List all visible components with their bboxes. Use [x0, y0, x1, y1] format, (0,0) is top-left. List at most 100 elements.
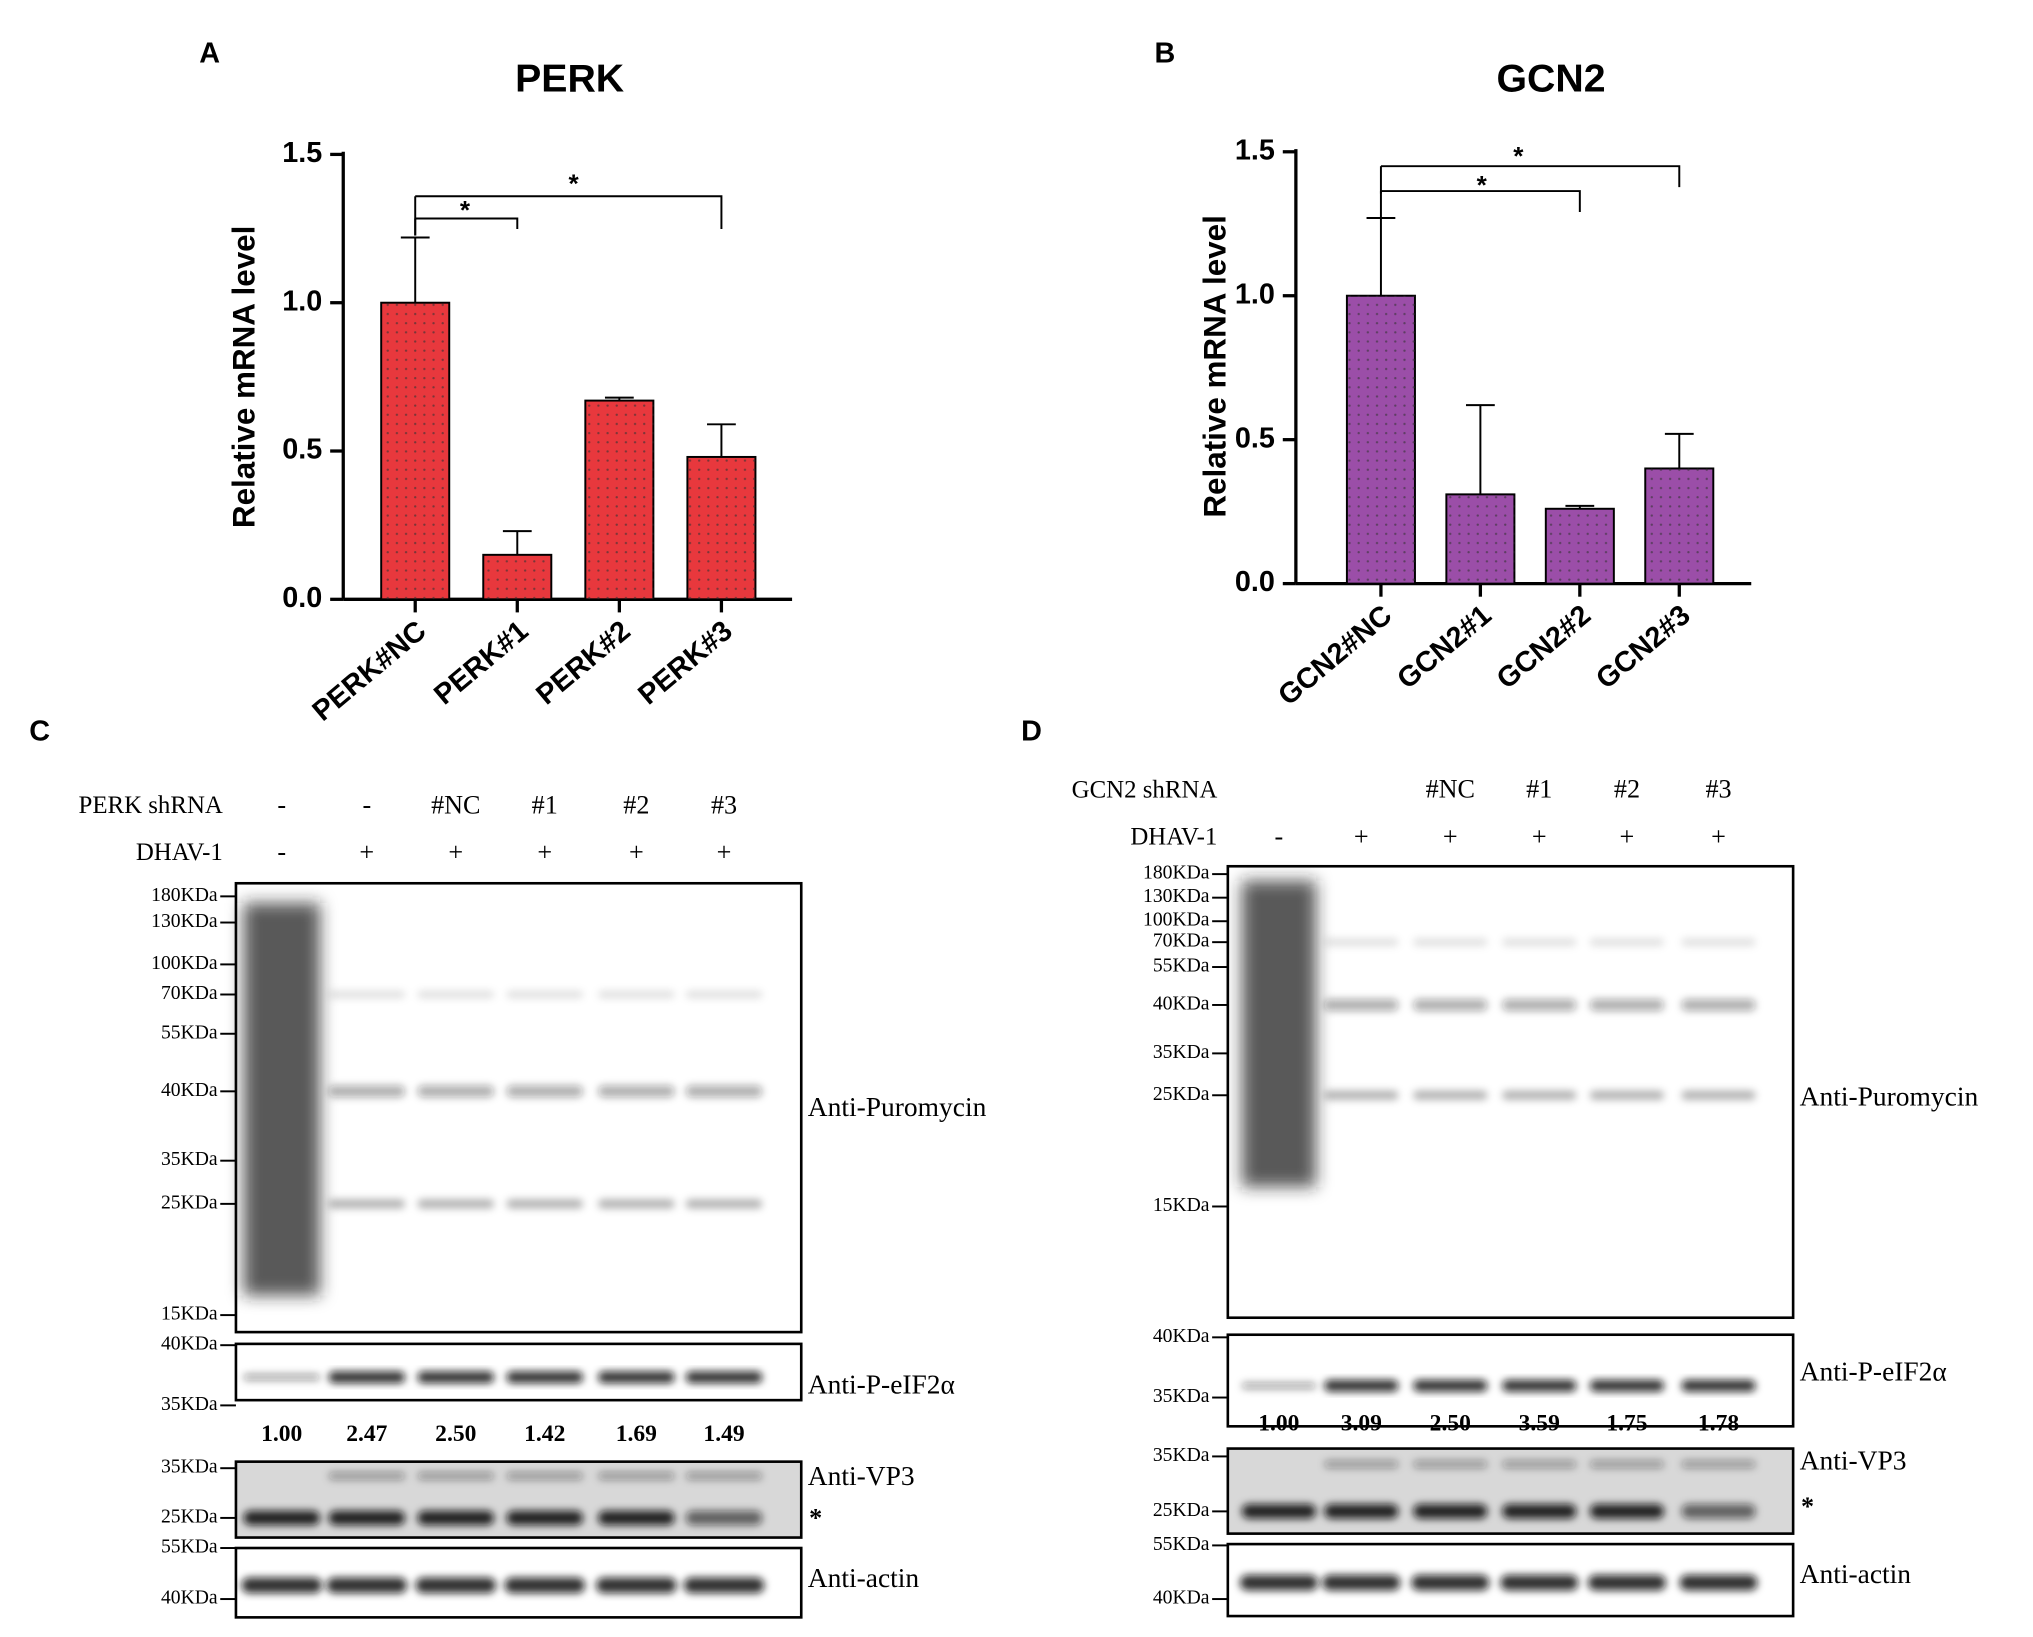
lane-label: #NC — [1426, 775, 1475, 804]
blot-label: Anti-Puromycin — [808, 1092, 987, 1122]
y-tick-label: 1.5 — [282, 137, 322, 169]
band — [1324, 938, 1399, 947]
y-tick-label: 1.0 — [1235, 278, 1275, 310]
lane-label: #3 — [711, 790, 737, 819]
band — [1679, 1574, 1758, 1591]
marker-label: 15KDa — [1153, 1195, 1210, 1216]
band — [1502, 1460, 1577, 1469]
lane-label: - — [277, 837, 286, 866]
marker-label: 25KDa — [1153, 1084, 1210, 1105]
y-tick-label: 0.0 — [282, 582, 322, 614]
x-tick-label: GCN2#1 — [1391, 599, 1497, 695]
significance-bracket — [1380, 165, 1681, 188]
quantification: 2.50 — [435, 1421, 476, 1447]
band — [326, 1577, 407, 1594]
marker-label: 35KDa — [1153, 1386, 1210, 1407]
band — [598, 990, 675, 999]
chart-title: GCN2 — [1497, 57, 1606, 101]
lane-label: - — [1275, 822, 1284, 851]
band — [417, 990, 495, 999]
significance-bracket — [415, 217, 519, 229]
band — [415, 1577, 496, 1594]
bar-pattern — [585, 400, 654, 600]
marker-label: 25KDa — [161, 1506, 218, 1527]
band — [328, 1472, 406, 1480]
marker-label: 35KDa — [161, 1457, 218, 1478]
band — [598, 1371, 675, 1384]
band — [1413, 1090, 1488, 1100]
bands — [241, 1577, 765, 1594]
band — [1502, 938, 1577, 947]
quantification: 3.59 — [1519, 1410, 1560, 1436]
band — [685, 990, 763, 999]
band — [1239, 1574, 1318, 1591]
band — [1681, 938, 1756, 947]
quantification: 1.69 — [616, 1421, 657, 1447]
band — [1413, 1379, 1488, 1392]
band-note: * — [809, 1504, 822, 1533]
significance-label: * — [568, 169, 579, 199]
blot-label: Anti-Puromycin — [1800, 1081, 1979, 1111]
marker-label: 55KDa — [1153, 956, 1210, 977]
marker-label: 55KDa — [161, 1537, 218, 1558]
band — [243, 1373, 321, 1381]
significance-label: * — [460, 195, 471, 225]
bands — [243, 1371, 763, 1384]
band — [241, 1577, 322, 1594]
band — [417, 1085, 495, 1098]
band — [1413, 1460, 1488, 1469]
significance-label: * — [1477, 170, 1488, 200]
band — [1589, 999, 1665, 1011]
lane-label: #3 — [1705, 775, 1731, 804]
band — [1241, 1382, 1316, 1390]
marker-label: 180KDa — [151, 885, 218, 906]
band — [1681, 999, 1756, 1011]
band — [1681, 1090, 1756, 1100]
bar-pattern — [381, 302, 450, 600]
marker-label: 55KDa — [161, 1022, 218, 1043]
lane-label: + — [1532, 822, 1547, 851]
lane-label: #1 — [1526, 775, 1552, 804]
x-tick-label: PERK#2 — [530, 615, 636, 711]
x-tick-label: PERK#3 — [632, 615, 738, 711]
band — [1324, 1379, 1399, 1392]
band — [506, 1472, 584, 1480]
quantification: 1.78 — [1698, 1410, 1739, 1436]
y-tick-label: 1.5 — [1235, 134, 1275, 166]
bar-pattern — [1446, 494, 1515, 584]
lane-label: + — [1443, 822, 1458, 851]
smear — [1241, 880, 1316, 1187]
band — [506, 1510, 584, 1526]
band — [506, 1371, 584, 1384]
lane-label: + — [1620, 822, 1635, 851]
marker-label: 35KDa — [161, 1394, 218, 1415]
quantification: 1.42 — [524, 1421, 565, 1447]
band — [1411, 1574, 1490, 1591]
y-tick-label: 0.0 — [1235, 566, 1275, 598]
marker-label: 35KDa — [1153, 1042, 1210, 1063]
band — [1324, 1460, 1399, 1469]
blot-label: Anti-actin — [1800, 1559, 1912, 1589]
bands — [328, 990, 763, 1209]
blot-frame — [234, 881, 803, 1334]
bar-pattern — [483, 554, 552, 600]
band — [1322, 1574, 1401, 1591]
marker-label: 130KDa — [151, 911, 218, 932]
band — [506, 1199, 584, 1209]
marker-label: 25KDa — [1153, 1500, 1210, 1521]
band — [1502, 1090, 1577, 1100]
lane-label: #2 — [1614, 775, 1640, 804]
lane-label: + — [359, 837, 374, 866]
band — [243, 1510, 321, 1526]
lane-label: #NC — [431, 790, 480, 819]
bands — [1239, 1574, 1758, 1591]
band — [598, 1510, 675, 1526]
lane-label: #1 — [532, 790, 558, 819]
bands — [1324, 938, 1756, 1100]
band — [685, 1199, 763, 1209]
band — [1413, 1504, 1488, 1519]
band-note: * — [1801, 1492, 1814, 1521]
significance-bracket — [415, 195, 723, 229]
quantification: 2.47 — [346, 1421, 387, 1447]
